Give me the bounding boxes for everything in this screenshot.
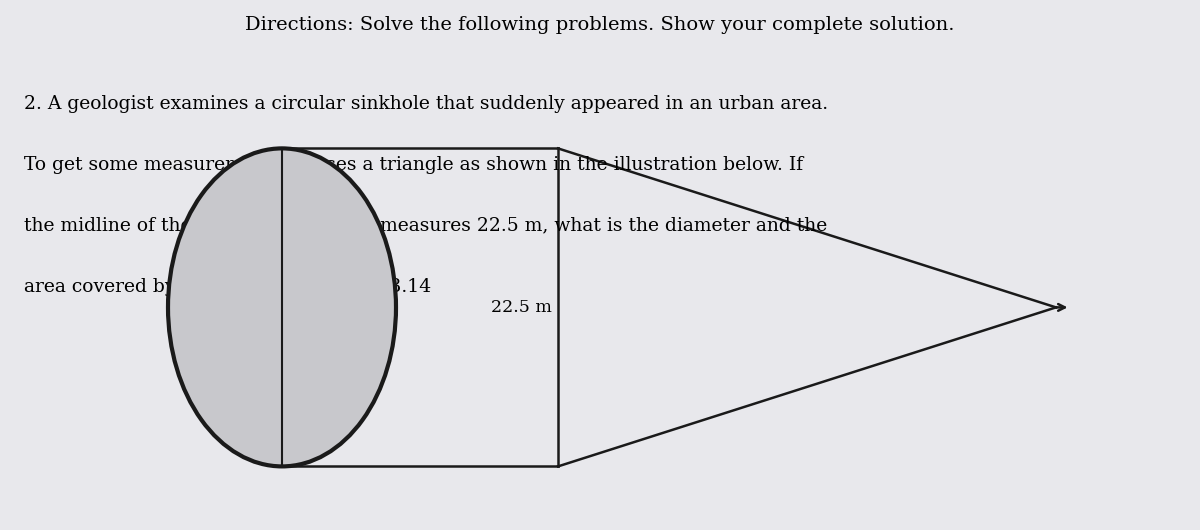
Text: 22.5 m: 22.5 m	[491, 299, 552, 316]
Text: the midline of the triangle he formed measures 22.5 m, what is the diameter and : the midline of the triangle he formed me…	[24, 217, 827, 235]
Text: To get some measurement, he uses a triangle as shown in the illustration below. : To get some measurement, he uses a trian…	[24, 156, 803, 174]
Text: area covered by the sinkhole? Use π =3.14: area covered by the sinkhole? Use π =3.1…	[24, 278, 431, 296]
Text: Directions: Solve the following problems. Show your complete solution.: Directions: Solve the following problems…	[245, 16, 955, 34]
Text: 2. A geologist examines a circular sinkhole that suddenly appeared in an urban a: 2. A geologist examines a circular sinkh…	[24, 95, 828, 113]
Ellipse shape	[168, 148, 396, 466]
